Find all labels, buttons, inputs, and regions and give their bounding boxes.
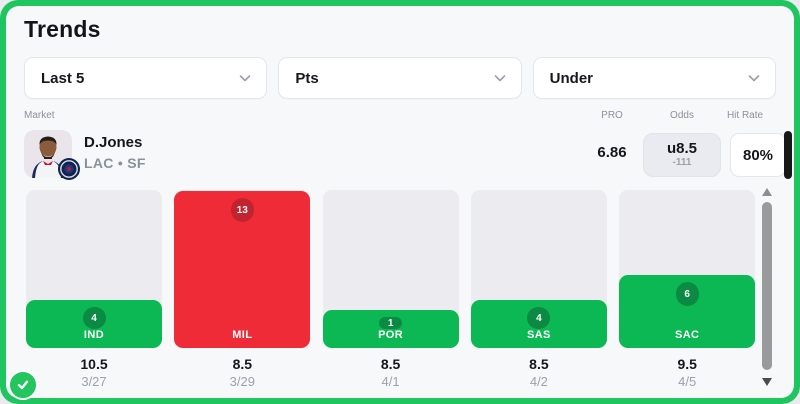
stat-value-badge: 4 <box>527 307 551 329</box>
chart-vertical-scrollbar[interactable] <box>759 186 775 398</box>
confirm-check-button[interactable] <box>8 370 38 400</box>
dropdown-direction-value: Under <box>549 69 593 87</box>
player-team-position: LAC • SF <box>84 155 146 171</box>
stat-value-badge: 13 <box>230 198 254 222</box>
scrollbar-thumb[interactable] <box>762 202 772 370</box>
page-title: Trends <box>24 16 101 42</box>
result-bar[interactable]: 4 SAS <box>470 300 607 348</box>
line-value: 8.5 <box>232 356 253 372</box>
team-logo-icon <box>58 158 80 180</box>
opponent-label: POR <box>378 329 404 341</box>
game-column[interactable]: 4 IND 10.5 3/27 <box>26 190 162 389</box>
scroll-up-arrow-icon[interactable] <box>762 188 772 196</box>
dropdown-timeframe-value: Last 5 <box>41 69 85 87</box>
game-date: 4/5 <box>678 374 697 389</box>
result-bar[interactable]: 13 MIL <box>174 191 311 348</box>
player-name: D.Jones <box>84 134 143 151</box>
game-column[interactable]: 6 SAC 9.5 4/5 <box>619 190 756 389</box>
column-header-hit-rate: Hit Rate <box>726 110 764 121</box>
game-column[interactable]: 13 MIL 8.5 3/29 <box>174 190 311 389</box>
line-value: 9.5 <box>677 356 697 372</box>
chevron-down-icon <box>494 75 505 82</box>
game-date: 3/27 <box>81 374 107 389</box>
player-avatar <box>24 130 72 178</box>
result-bar[interactable]: 1 POR <box>322 310 459 348</box>
stat-value-badge: 1 <box>379 317 403 329</box>
scroll-down-arrow-icon[interactable] <box>762 378 772 386</box>
dropdown-stat[interactable]: Pts <box>278 57 522 99</box>
stat-value-badge: 6 <box>675 282 699 306</box>
stat-value-badge: 4 <box>82 307 106 329</box>
checkmark-icon <box>17 380 29 390</box>
market-list-scrollbar-thumb[interactable] <box>784 131 792 179</box>
market-row[interactable]: D.Jones LAC • SF 6.86 u8.5 -111 80% <box>24 128 792 184</box>
filter-bar: Last 5 Pts Under <box>24 57 776 99</box>
bar-track: 13 MIL <box>174 190 311 348</box>
line-value: 8.5 <box>529 356 549 372</box>
chevron-down-icon <box>240 75 251 82</box>
game-date: 4/2 <box>529 374 548 389</box>
odds-button[interactable]: u8.5 -111 <box>643 133 721 177</box>
result-bar[interactable]: 6 SAC <box>619 275 756 348</box>
hit-rate-value: 80% <box>742 146 774 164</box>
hit-rate-cell[interactable]: 80% <box>730 133 786 177</box>
line-value: 8.5 <box>380 356 401 372</box>
dropdown-stat-value: Pts <box>295 69 319 87</box>
column-header-market: Market <box>24 110 55 121</box>
opponent-label: IND <box>83 329 105 341</box>
result-bar[interactable]: 4 IND <box>26 300 162 348</box>
dropdown-timeframe[interactable]: Last 5 <box>24 57 268 99</box>
bar-track: 1 POR <box>322 190 459 348</box>
game-date: 4/1 <box>381 374 400 389</box>
chevron-down-icon <box>748 75 760 82</box>
card-body: Trends Last 5 Pts Under Market PRO Odds … <box>6 6 794 398</box>
bar-track: 6 SAC <box>619 190 756 348</box>
opponent-label: SAC <box>674 329 700 341</box>
trend-bar-chart: 4 IND 10.5 3/27 13 MIL 8.5 3/29 1 POR 8.… <box>26 190 762 396</box>
line-value: 10.5 <box>80 356 108 372</box>
game-column[interactable]: 4 SAS 8.5 4/2 <box>470 190 607 389</box>
column-header-odds: Odds <box>670 110 694 121</box>
bar-track: 4 IND <box>26 190 162 348</box>
odds-line-value: u8.5 <box>666 140 697 157</box>
opponent-label: MIL <box>232 329 253 341</box>
column-header-pro: PRO <box>601 110 623 121</box>
pro-projection-value: 6.86 <box>597 144 627 161</box>
game-date: 3/29 <box>229 374 255 389</box>
opponent-label: SAS <box>526 329 551 341</box>
game-column[interactable]: 1 POR 8.5 4/1 <box>322 190 459 389</box>
bar-track: 4 SAS <box>470 190 607 348</box>
dropdown-direction[interactable]: Under <box>532 57 776 99</box>
odds-price-value: -111 <box>672 157 692 168</box>
